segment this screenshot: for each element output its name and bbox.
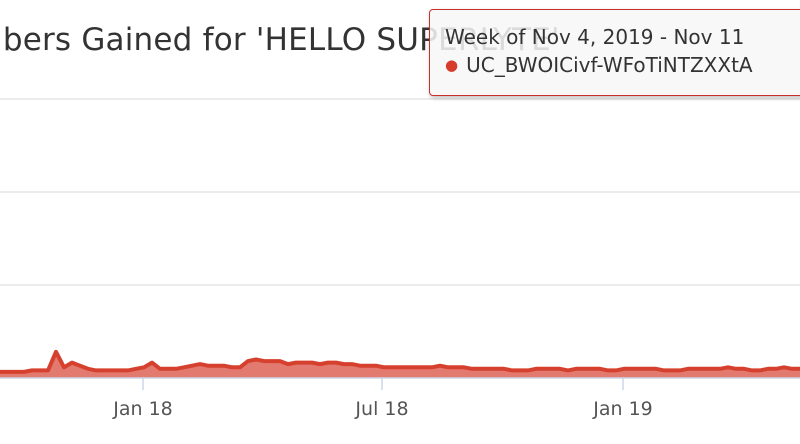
- series-line[interactable]: [0, 349, 800, 374]
- series-area-fill: [0, 351, 800, 378]
- series-dot-icon: ●: [445, 56, 459, 74]
- series-area[interactable]: [0, 349, 800, 378]
- gridlines: [0, 98, 800, 286]
- tooltip-series-name: UC_BWOICivf-WFoTiNTZXXtA: [466, 53, 753, 77]
- tooltip: Week of Nov 4, 2019 - Nov 11 ● UC_BWOICiv…: [429, 9, 800, 96]
- tooltip-header: Week of Nov 4, 2019 - Nov 11: [445, 25, 745, 49]
- x-tick-label: Jan 18: [112, 398, 173, 420]
- x-tick-label: Jul 18: [354, 398, 408, 420]
- x-tick-label: Jan 19: [592, 398, 653, 420]
- x-axis: Jan 18 Jul 18 Jan 19: [0, 377, 800, 420]
- tooltip-series-row: ● UC_BWOICivf-WFoTiNTZXXtA: [445, 51, 800, 79]
